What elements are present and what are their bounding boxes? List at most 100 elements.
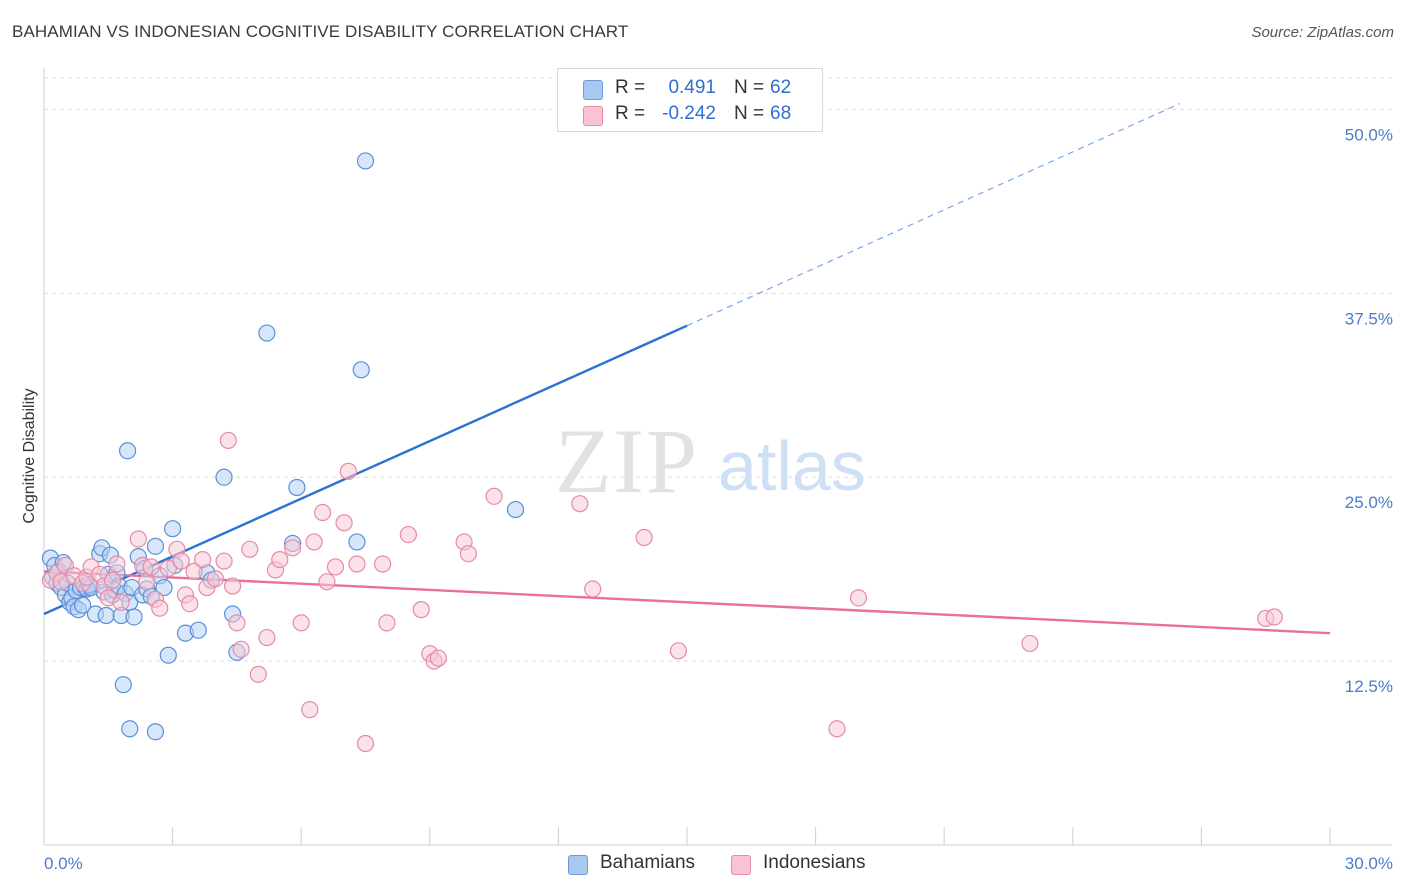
chart-source: Source: ZipAtlas.com xyxy=(1251,24,1394,41)
indonesian-point xyxy=(326,558,345,576)
indonesian-point xyxy=(1265,608,1283,626)
bahamian-point xyxy=(146,723,165,741)
bahamian-point xyxy=(258,324,276,342)
indonesian-point xyxy=(1021,634,1039,653)
legend-swatch-indonesians xyxy=(583,106,603,126)
indonesian-point xyxy=(194,550,212,569)
legend-n-value: 68 xyxy=(770,103,792,124)
indonesian-point xyxy=(249,665,267,683)
legend-swatch-bahamians xyxy=(583,80,603,100)
indonesian-point xyxy=(412,601,430,619)
bahamian-point xyxy=(159,646,177,664)
bahamian-point xyxy=(189,621,207,639)
indonesian-point xyxy=(305,533,323,551)
indonesian-point xyxy=(429,649,447,667)
indonesian-point xyxy=(232,640,250,658)
indonesian-point xyxy=(224,577,242,595)
indonesian-point xyxy=(271,550,289,569)
legend-r-label: R = xyxy=(615,103,646,124)
indonesian-point xyxy=(571,495,589,513)
tick-labels: 12.5% 25.0% 37.5% 50.0% 0.0% 30.0% xyxy=(44,125,1393,873)
indonesian-point xyxy=(335,514,353,532)
indonesian-point xyxy=(849,589,868,607)
trend-lines xyxy=(43,102,1331,635)
bahamian-point xyxy=(155,578,173,597)
bottom-legend-label: Bahamians xyxy=(600,852,696,873)
indonesian-point xyxy=(318,573,336,591)
indonesian-point xyxy=(828,720,846,738)
x-tick-label: 30.0% xyxy=(1345,854,1393,873)
indonesian-point xyxy=(181,595,199,613)
indonesian-point xyxy=(669,642,688,660)
indonesian-point xyxy=(399,525,417,544)
indonesian-point xyxy=(215,552,233,570)
indonesian-point xyxy=(485,487,503,505)
bahamian-point xyxy=(73,596,92,614)
data-points xyxy=(41,152,1283,753)
indonesian-point xyxy=(284,539,302,557)
indonesian-point xyxy=(584,580,602,598)
legend-row-indonesians: R = -0.242 N = 68 xyxy=(558,101,822,127)
indonesian-point xyxy=(206,570,225,588)
bahamian-point xyxy=(97,606,115,625)
legend-n-label: N = xyxy=(734,103,765,124)
legend-r-value: -0.242 xyxy=(662,103,716,124)
legend-n-value: 62 xyxy=(770,77,792,98)
indonesian-point xyxy=(292,614,310,632)
indonesian-point xyxy=(228,614,246,632)
bottom-legend-swatch-indonesians xyxy=(731,855,751,875)
indonesian-point xyxy=(108,555,126,573)
watermark-atlas: atlas xyxy=(718,427,866,505)
indonesian-point xyxy=(635,528,653,547)
bahamian-point xyxy=(348,533,366,551)
bahamian-point xyxy=(121,720,139,738)
indonesian-point xyxy=(301,701,319,719)
bahamian-point xyxy=(114,676,132,694)
bahamian-point xyxy=(506,500,525,519)
y-tick-label: 25.0% xyxy=(1345,493,1393,512)
indonesian-point xyxy=(129,530,147,548)
indonesian-point xyxy=(151,599,169,617)
indonesian-point xyxy=(172,552,190,570)
bahamian-point xyxy=(288,478,306,497)
indonesian-point xyxy=(112,593,130,611)
bahamian-point xyxy=(164,520,182,538)
indonesian-point xyxy=(459,545,477,563)
indonesian-point xyxy=(241,540,259,558)
indonesian-point xyxy=(374,555,392,573)
bottom-legend-label: Indonesians xyxy=(763,852,866,873)
bahamian-point xyxy=(125,608,143,626)
indonesian-point xyxy=(138,573,156,591)
y-axis-label: Cognitive Disability xyxy=(21,388,38,523)
axes xyxy=(43,68,1392,846)
indonesian-point xyxy=(258,628,276,647)
indonesian-point xyxy=(103,571,122,589)
legend: R = 0.491 N = 62 R = -0.242 N = 68 xyxy=(557,68,823,132)
bahamian-point xyxy=(215,468,233,486)
watermark-zip: ZIP xyxy=(555,410,699,512)
bahamian-trend-extension xyxy=(686,102,1181,327)
indonesian-point xyxy=(348,555,366,573)
bahamian-point xyxy=(118,442,137,460)
x-tick-label: 0.0% xyxy=(44,854,83,873)
gridlines xyxy=(44,77,1392,662)
indonesian-point xyxy=(378,614,396,632)
bahamian-point xyxy=(356,152,375,170)
bottom-legend-swatch-bahamians xyxy=(568,855,588,875)
legend-n-label: N = xyxy=(734,77,765,98)
indonesian-point xyxy=(314,503,332,522)
legend-r-value: 0.491 xyxy=(668,77,716,98)
indonesian-point xyxy=(339,462,357,480)
legend-r-label: R = xyxy=(615,77,646,98)
indonesian-trend-line xyxy=(43,570,1331,635)
indonesian-point xyxy=(142,558,160,576)
legend-row-bahamians: R = 0.491 N = 62 xyxy=(558,75,822,101)
y-tick-label: 50.0% xyxy=(1345,125,1393,144)
indonesian-point xyxy=(159,559,177,578)
y-tick-label: 37.5% xyxy=(1345,309,1393,328)
indonesian-point xyxy=(185,562,203,580)
chart-title: BAHAMIAN VS INDONESIAN COGNITIVE DISABIL… xyxy=(12,22,629,41)
indonesian-point xyxy=(356,734,375,753)
bahamian-point xyxy=(352,361,370,379)
